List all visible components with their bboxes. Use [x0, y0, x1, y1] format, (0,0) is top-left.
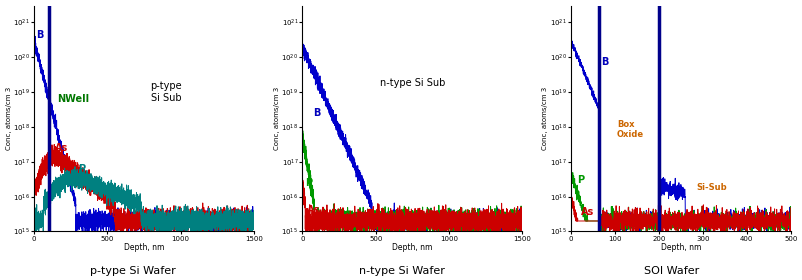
Text: n-type Si Wafer: n-type Si Wafer: [358, 266, 444, 276]
Y-axis label: Conc, atoms/cm 3: Conc, atoms/cm 3: [541, 87, 548, 150]
Text: B: B: [36, 30, 43, 40]
Text: As: As: [55, 143, 68, 153]
Text: B: B: [600, 57, 607, 67]
Text: P: P: [78, 164, 85, 174]
X-axis label: Depth, nm: Depth, nm: [660, 243, 700, 252]
Text: P: P: [577, 175, 584, 185]
Text: As: As: [306, 204, 319, 214]
X-axis label: Depth, nm: Depth, nm: [391, 243, 432, 252]
Text: B: B: [312, 108, 320, 118]
Text: NWell: NWell: [58, 94, 90, 104]
Y-axis label: Conc, atoms/cm 3: Conc, atoms/cm 3: [6, 87, 11, 150]
Text: Si-Sub: Si-Sub: [695, 183, 726, 192]
Text: Box
Oxide: Box Oxide: [616, 120, 643, 139]
Y-axis label: Conc, atoms/cm 3: Conc, atoms/cm 3: [273, 87, 280, 150]
Text: n-type Si Sub: n-type Si Sub: [379, 78, 444, 88]
Text: p-type Si Wafer: p-type Si Wafer: [90, 266, 175, 276]
X-axis label: Depth, nm: Depth, nm: [124, 243, 164, 252]
Text: As: As: [580, 207, 593, 217]
Text: SOI Wafer: SOI Wafer: [644, 266, 699, 276]
Text: P: P: [305, 178, 312, 188]
Text: p-type
Si Sub: p-type Si Sub: [150, 81, 181, 103]
